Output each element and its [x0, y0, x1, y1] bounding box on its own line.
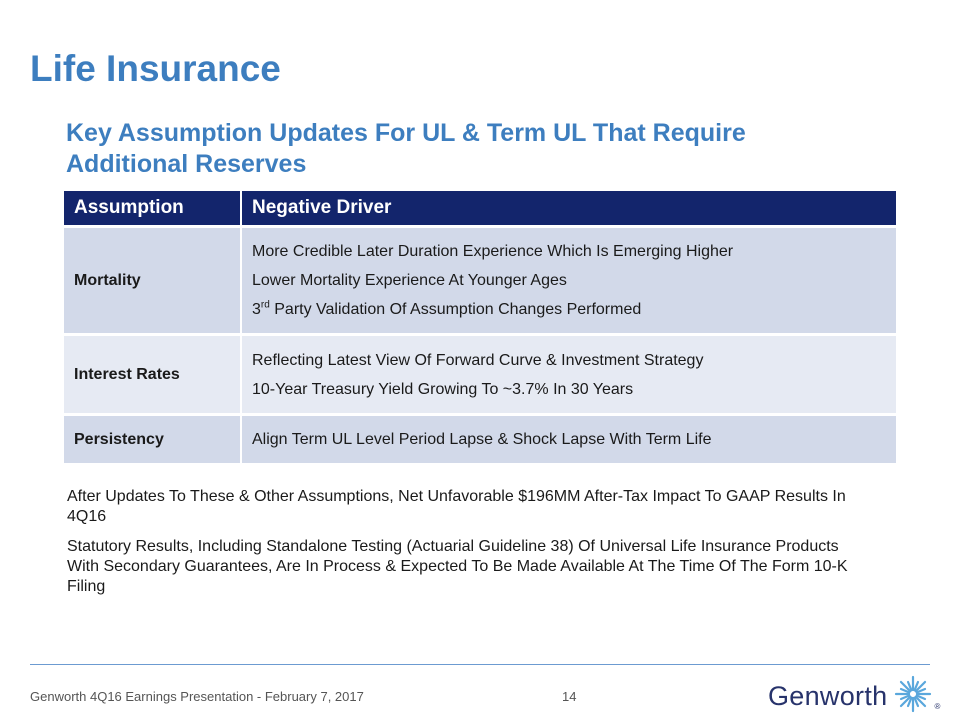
header-assumption: Assumption — [64, 191, 240, 225]
table-row: Mortality More Credible Later Duration E… — [64, 225, 896, 333]
assumption-mortality: Mortality — [64, 225, 240, 333]
drivers-interest-rates: Reflecting Latest View Of Forward Curve … — [240, 333, 896, 413]
driver-line: More Credible Later Duration Experience … — [252, 243, 734, 260]
footer-divider — [30, 664, 930, 665]
driver-ordinal-suffix: rd — [260, 299, 270, 311]
genworth-logo: Genworth ® — [768, 674, 940, 719]
driver-line: Align Term UL Level Period Lapse & Shock… — [252, 431, 712, 448]
slide-subtitle: Key Assumption Updates For UL & Term UL … — [66, 119, 746, 178]
driver-line: Lower Mortality Experience At Younger Ag… — [252, 272, 567, 289]
table-row: Interest Rates Reflecting Latest View Of… — [64, 333, 896, 413]
driver-ordinal: 3 — [252, 301, 261, 318]
table-row: Persistency Align Term UL Level Period L… — [64, 413, 896, 463]
summary-notes: After Updates To These & Other Assumptio… — [67, 487, 857, 607]
slide-title: Life Insurance — [30, 48, 281, 89]
assumption-interest-rates: Interest Rates — [64, 333, 240, 413]
header-negative-driver: Negative Driver — [240, 191, 896, 225]
drivers-mortality: More Credible Later Duration Experience … — [240, 225, 896, 333]
genworth-starburst-icon — [893, 674, 933, 719]
table-header-row: Assumption Negative Driver — [64, 191, 896, 225]
logo-wordmark: Genworth — [768, 681, 888, 711]
driver-text: Party Validation Of Assumption Changes P… — [269, 301, 642, 318]
note-gaap-impact: After Updates To These & Other Assumptio… — [67, 488, 846, 525]
assumptions-table: Assumption Negative Driver Mortality Mor… — [64, 191, 896, 463]
page-number: 14 — [562, 689, 577, 704]
drivers-persistency: Align Term UL Level Period Lapse & Shock… — [240, 413, 896, 463]
driver-line: Reflecting Latest View Of Forward Curve … — [252, 351, 704, 369]
note-statutory-results: Statutory Results, Including Standalone … — [67, 538, 848, 595]
registered-mark: ® — [934, 702, 941, 711]
driver-line: 3rd Party Validation Of Assumption Chang… — [252, 295, 896, 324]
driver-line: 10-Year Treasury Yield Growing To ~3.7% … — [252, 380, 634, 398]
assumption-persistency: Persistency — [64, 413, 240, 463]
footer-caption: Genworth 4Q16 Earnings Presentation - Fe… — [30, 689, 364, 704]
